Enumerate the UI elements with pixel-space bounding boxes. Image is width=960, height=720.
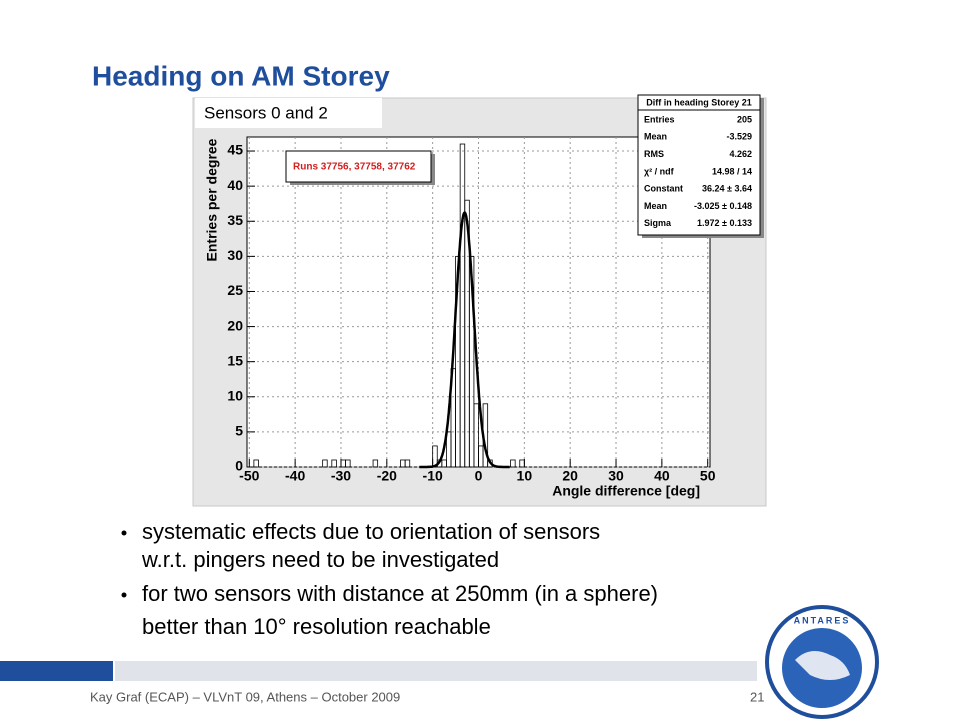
stats-label: χ² / ndf — [644, 166, 675, 176]
stats-value: -3.025 ± 0.148 — [694, 201, 752, 211]
histogram-bar — [253, 459, 259, 468]
stats-value: 36.24 ± 3.64 — [702, 184, 752, 194]
histogram-bar — [519, 459, 525, 468]
subtitle-box — [195, 98, 382, 128]
y-tick-label: 40 — [227, 177, 243, 193]
stats-label: RMS — [644, 149, 664, 159]
y-tick-label: 35 — [227, 212, 243, 228]
legend-box — [285, 150, 432, 183]
x-tick-label: 40 — [654, 468, 670, 484]
page-number: 21 — [750, 689, 764, 704]
x-tick-label: -10 — [423, 468, 443, 484]
y-tick-label: 15 — [227, 352, 243, 368]
x-tick-label: -50 — [239, 468, 259, 484]
stats-label: Mean — [644, 201, 667, 211]
stats-label: Entries — [644, 114, 675, 124]
footer-block — [0, 661, 113, 681]
histogram-bar — [404, 459, 411, 468]
bullet-text: systematic effects due to orientation of… — [142, 519, 600, 544]
stats-value: 205 — [737, 114, 752, 124]
y-axis-label: Entries per degree — [204, 138, 220, 261]
bullet-dot — [121, 592, 127, 598]
footer-bar — [115, 661, 757, 681]
histogram-bar — [510, 459, 516, 468]
stats-label: Mean — [644, 132, 667, 142]
stats-label: Constant — [644, 184, 683, 194]
histogram-bar — [322, 459, 328, 468]
x-tick-label: 20 — [562, 468, 578, 484]
y-tick-label: 10 — [227, 387, 243, 403]
y-tick-label: 25 — [227, 282, 243, 298]
histogram-bar — [468, 255, 475, 468]
logo-land — [795, 651, 850, 680]
histogram-bar — [345, 459, 351, 468]
stats-label: Sigma — [644, 218, 672, 228]
x-tick-label: 30 — [608, 468, 624, 484]
footer-text: Kay Graf (ECAP) – VLVnT 09, Athens – Oct… — [90, 689, 400, 704]
histogram-bar — [331, 459, 337, 468]
x-tick-label: 10 — [517, 468, 533, 484]
logo-text: ANTARES — [794, 615, 851, 625]
histogram-bar — [473, 403, 479, 468]
y-tick-label: 45 — [227, 142, 243, 158]
x-tick-label: 50 — [700, 468, 716, 484]
stats-value: -3.529 — [726, 132, 752, 142]
bullet-text: better than 10° resolution reachable — [142, 614, 491, 639]
x-tick-label: -40 — [285, 468, 305, 484]
fit-curve — [419, 211, 510, 469]
x-tick-label: -30 — [331, 468, 351, 484]
legend-text: Runs 37756, 37758, 37762 — [293, 162, 416, 173]
stats-box — [637, 94, 761, 236]
y-tick-label: 20 — [227, 317, 243, 333]
slide-title: Heading on AM Storey — [92, 60, 390, 91]
chart-subtitle: Sensors 0 and 2 — [204, 103, 328, 122]
y-tick-label: 30 — [227, 247, 243, 263]
stats-value: 1.972 ± 0.133 — [697, 218, 752, 228]
y-tick-label: 0 — [235, 458, 243, 474]
bullet-text: for two sensors with distance at 250mm (… — [142, 581, 658, 606]
y-tick-label: 5 — [235, 423, 243, 439]
stats-value: 4.262 — [729, 149, 752, 159]
stats-value: 14.98 / 14 — [712, 166, 752, 176]
bullet-dot — [121, 530, 127, 536]
bullet-text: w.r.t. pingers need to be investigated — [141, 547, 499, 572]
x-tick-label: -20 — [377, 468, 397, 484]
x-tick-label: 0 — [475, 468, 483, 484]
histogram-bar — [372, 459, 379, 468]
x-axis-label: Angle difference [deg] — [552, 483, 700, 499]
stats-title: Diff in heading Storey 21 — [646, 97, 752, 107]
